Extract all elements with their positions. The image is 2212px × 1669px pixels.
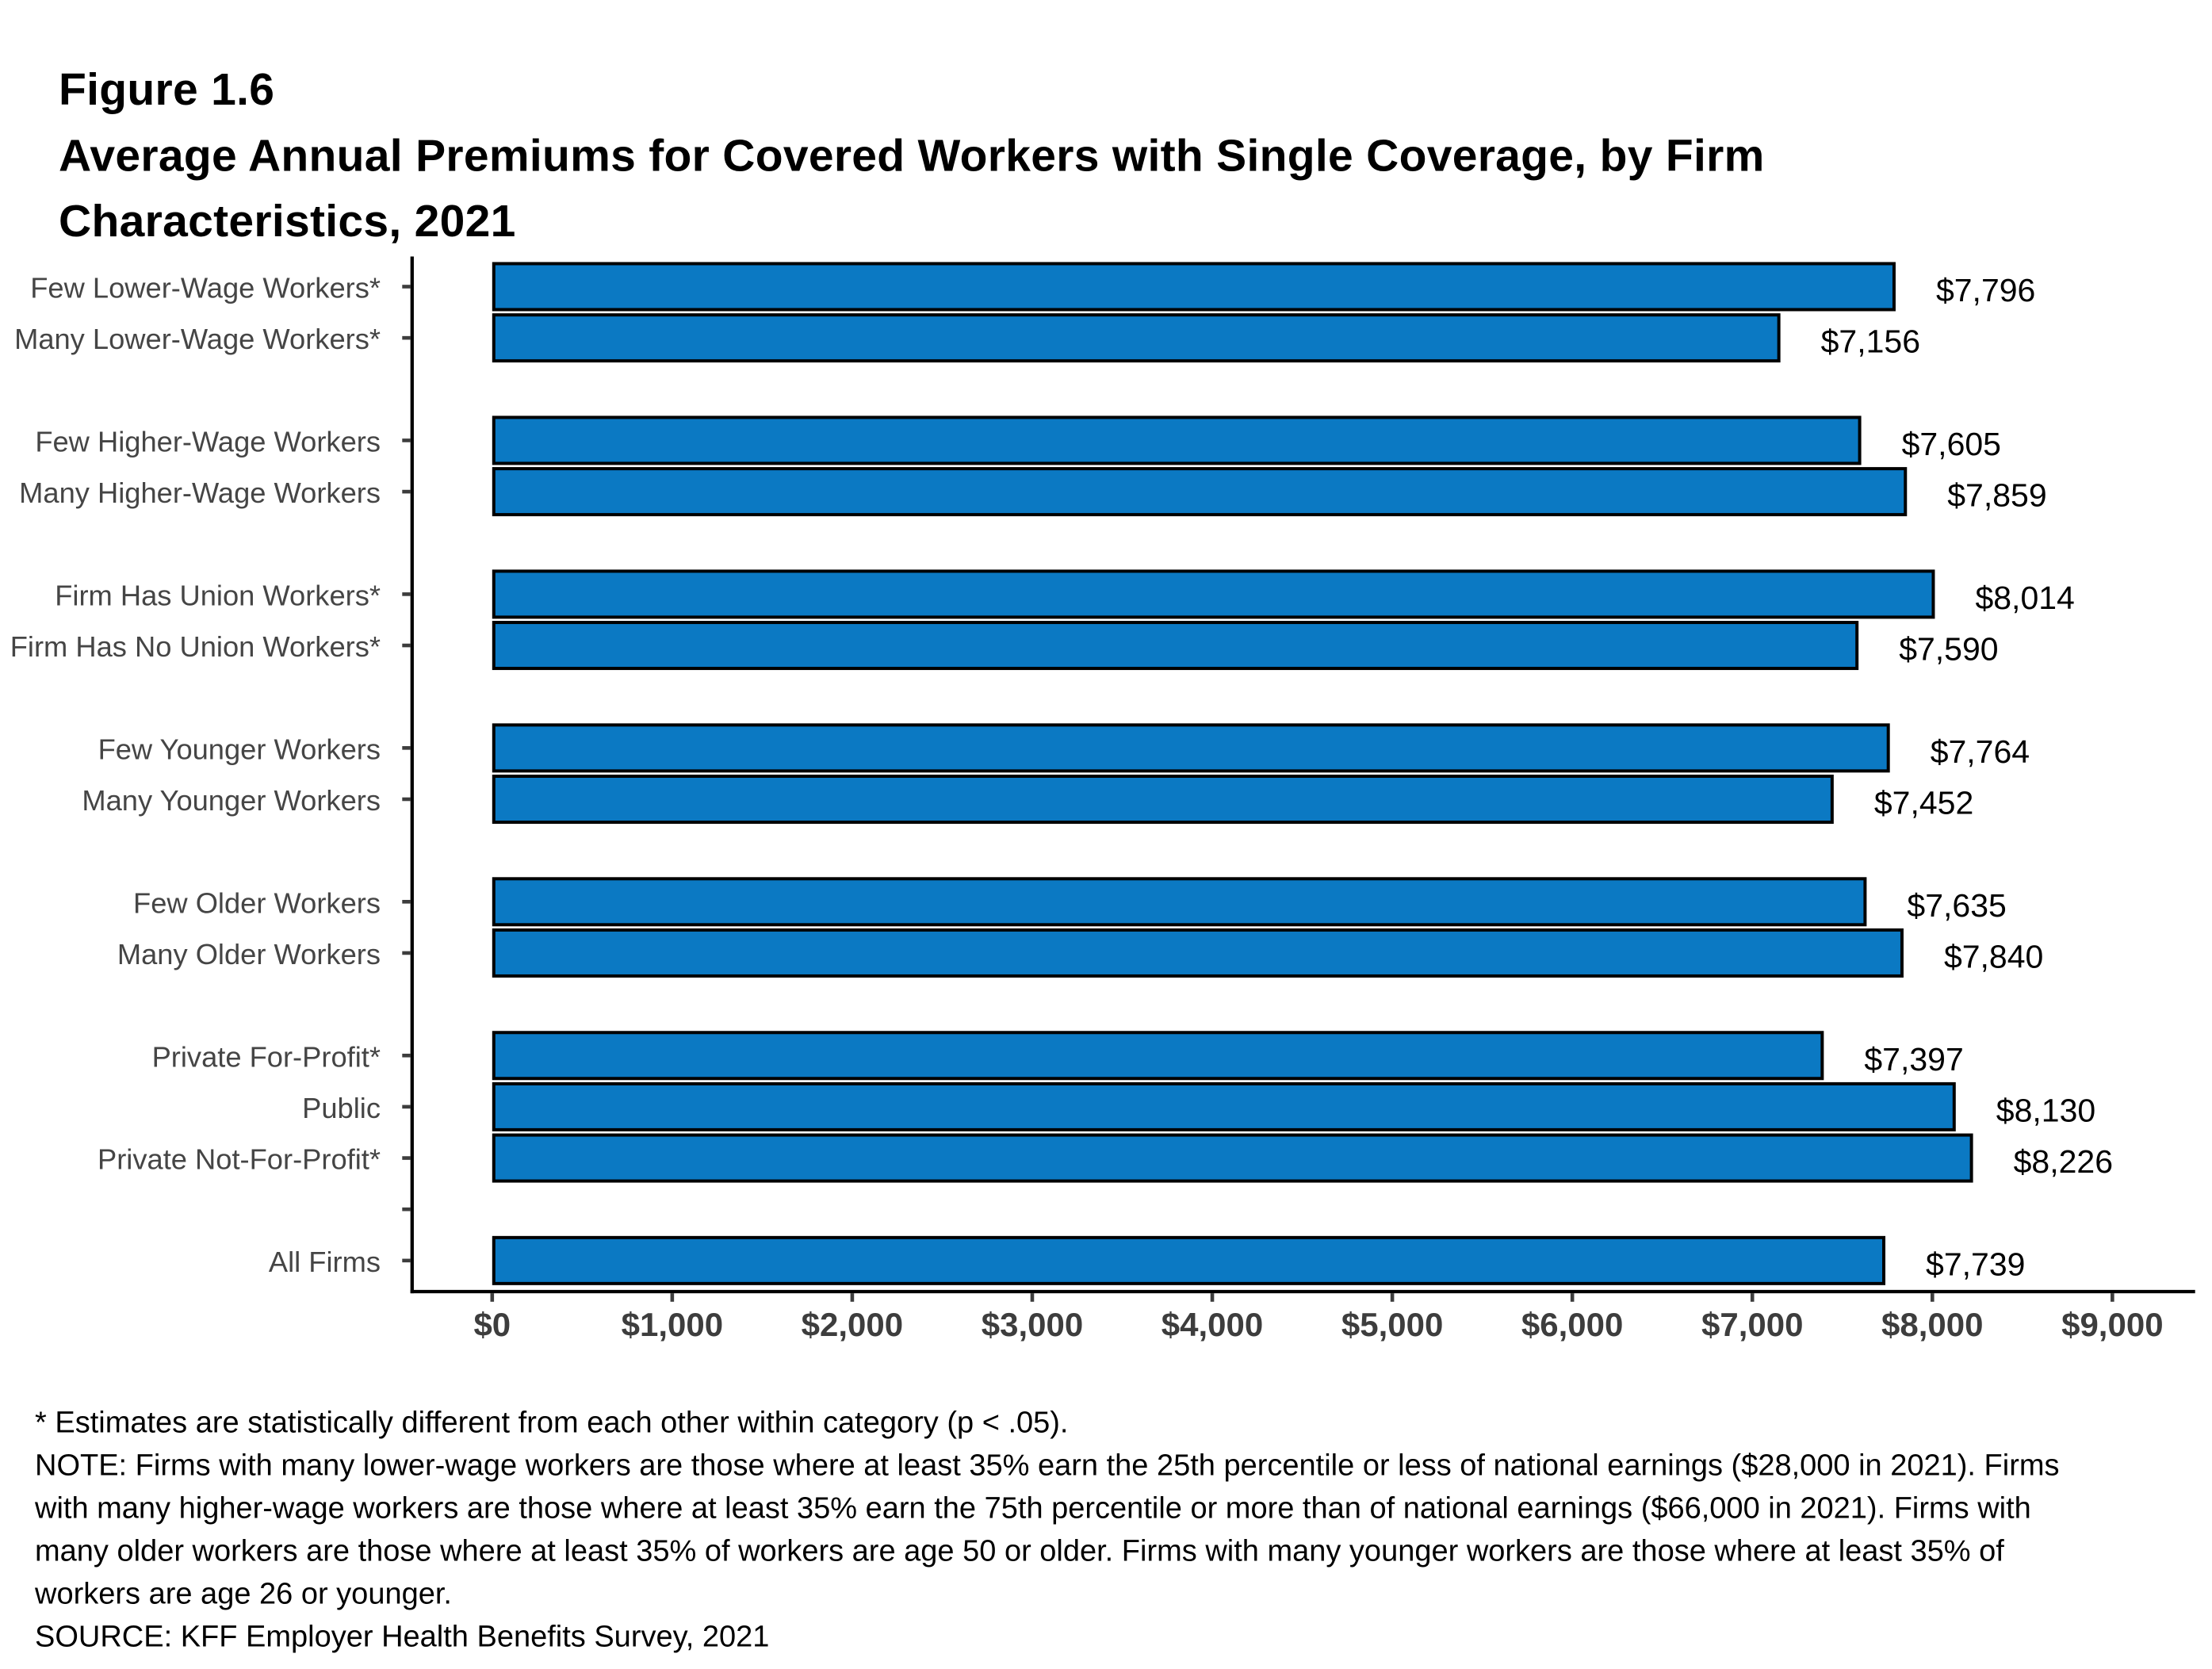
svg-text:$5,000: $5,000 [1341, 1306, 1443, 1343]
svg-text:Few Younger Workers: Few Younger Workers [98, 733, 381, 765]
svg-text:$7,739: $7,739 [1926, 1246, 2025, 1282]
svg-text:$8,000: $8,000 [1881, 1306, 1983, 1343]
svg-text:Few Older Workers: Few Older Workers [133, 886, 381, 919]
svg-text:Few Higher-Wage Workers: Few Higher-Wage Workers [35, 425, 381, 457]
svg-text:Firm Has Union Workers*: Firm Has Union Workers* [55, 579, 381, 611]
svg-text:Average Annual Premiums for Co: Average Annual Premiums for Covered Work… [59, 131, 1765, 182]
svg-text:$7,156: $7,156 [1821, 323, 1920, 360]
svg-text:Many Lower-Wage Workers*: Many Lower-Wage Workers* [14, 323, 381, 355]
svg-text:$7,000: $7,000 [1701, 1306, 1803, 1343]
svg-text:$0: $0 [473, 1306, 511, 1343]
svg-text:$7,859: $7,859 [1947, 477, 2046, 514]
svg-text:workers are age 26 or younger.: workers are age 26 or younger. [34, 1578, 452, 1611]
svg-text:NOTE: Firms with many lower-wa: NOTE: Firms with many lower-wage workers… [35, 1449, 2060, 1483]
svg-text:Many Younger Workers: Many Younger Workers [82, 784, 381, 817]
svg-text:All Firms: All Firms [269, 1246, 381, 1278]
svg-text:$7,397: $7,397 [1864, 1041, 1963, 1078]
svg-text:$7,635: $7,635 [1907, 887, 2006, 924]
svg-text:$8,130: $8,130 [1996, 1092, 2095, 1128]
svg-text:$7,452: $7,452 [1874, 785, 1973, 821]
svg-text:Figure 1.6: Figure 1.6 [59, 64, 274, 115]
svg-text:$7,764: $7,764 [1931, 733, 2030, 770]
svg-text:SOURCE: KFF Employer Health Be: SOURCE: KFF Employer Health Benefits Sur… [35, 1621, 769, 1654]
svg-text:$9,000: $9,000 [2061, 1306, 2163, 1343]
svg-text:with many higher-wage workers: with many higher-wage workers are those … [34, 1492, 2031, 1525]
svg-text:$8,226: $8,226 [2014, 1143, 2113, 1180]
svg-text:$7,840: $7,840 [1944, 938, 2043, 974]
svg-text:$7,590: $7,590 [1899, 631, 1998, 668]
svg-text:$7,796: $7,796 [1936, 272, 2035, 308]
svg-text:Private Not-For-Profit*: Private Not-For-Profit* [98, 1143, 381, 1176]
svg-text:Public: Public [302, 1092, 381, 1124]
svg-text:$1,000: $1,000 [622, 1306, 723, 1343]
svg-text:$2,000: $2,000 [802, 1306, 903, 1343]
svg-text:Characteristics, 2021: Characteristics, 2021 [59, 196, 516, 247]
svg-text:Many Older Workers: Many Older Workers [117, 938, 381, 970]
svg-text:$7,605: $7,605 [1902, 426, 2001, 462]
svg-text:$8,014: $8,014 [1975, 580, 2074, 616]
svg-text:Few Lower-Wage Workers*: Few Lower-Wage Workers* [30, 272, 381, 304]
svg-text:$4,000: $4,000 [1161, 1306, 1263, 1343]
svg-text:Firm Has No Union Workers*: Firm Has No Union Workers* [10, 630, 381, 663]
svg-text:Many Higher-Wage Workers: Many Higher-Wage Workers [19, 477, 381, 509]
svg-text:many older workers are those w: many older workers are those where at le… [35, 1535, 2004, 1568]
svg-text:$6,000: $6,000 [1521, 1306, 1623, 1343]
svg-text:* Estimates are statistically: * Estimates are statistically different … [35, 1407, 1069, 1440]
svg-text:$3,000: $3,000 [982, 1306, 1083, 1343]
svg-text:Private For-Profit*: Private For-Profit* [152, 1040, 381, 1073]
